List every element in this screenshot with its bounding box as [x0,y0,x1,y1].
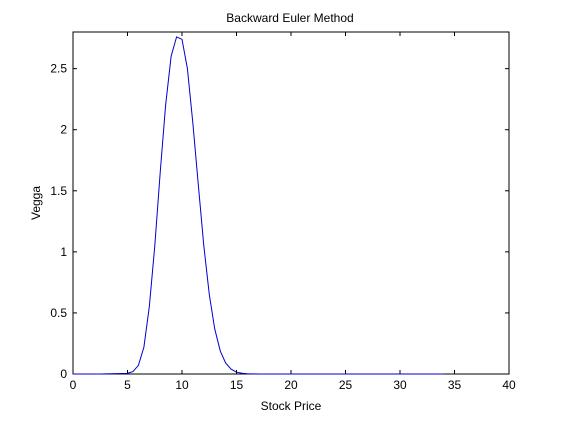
y-tick-label: 1 [60,245,67,259]
series-line [73,36,444,375]
tick-labels: 0 5 10 15 20 25 30 35 40 0 0.5 1 1.5 2 2.5 [50,62,516,392]
x-tick-label: 30 [393,378,407,392]
x-tick-label: 5 [124,378,131,392]
y-tick-label: 2 [60,123,67,137]
y-tick-label: 0.5 [50,306,67,320]
x-tick-label: 15 [230,378,244,392]
y-tick-label: 1.5 [50,184,67,198]
x-tick-label: 40 [502,378,516,392]
series-group [73,36,444,375]
axis-ticks [72,32,510,375]
y-tick-label: 0 [60,367,67,381]
x-tick-label: 20 [284,378,298,392]
y-tick-label: 2.5 [50,62,67,76]
x-tick-label: 0 [70,378,77,392]
x-axis-label: Stock Price [261,399,322,413]
y-axis-label: Vegga [29,186,43,220]
x-tick-label: 35 [448,378,462,392]
x-tick-label: 10 [175,378,189,392]
chart-title: Backward Euler Method [226,11,353,25]
x-tick-label: 25 [339,378,353,392]
plot-area [72,31,510,375]
